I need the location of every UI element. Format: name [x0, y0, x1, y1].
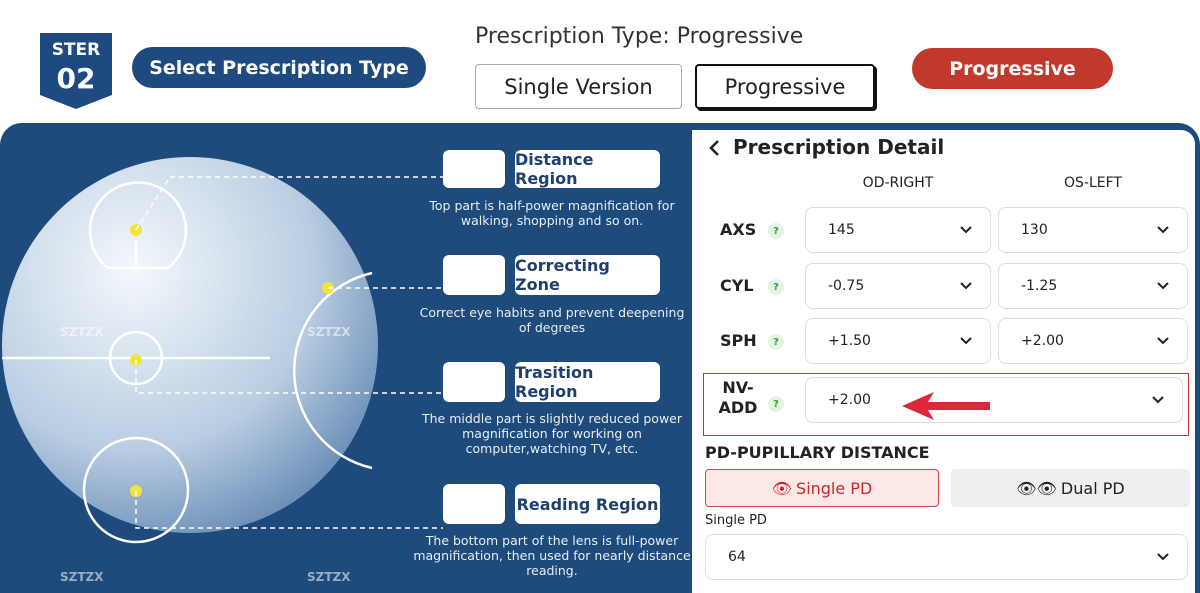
column-header: OD-RIGHT	[862, 175, 934, 191]
back-icon[interactable]	[708, 139, 720, 157]
selected-badge: Progressive	[912, 48, 1113, 89]
step-title: Select Prescription Type	[132, 47, 426, 88]
lens-diagram	[2, 157, 443, 544]
region-title: Trasition Region	[515, 362, 660, 402]
region-title: Distance Region	[515, 150, 660, 188]
region-title: Correcting Zone	[515, 255, 660, 295]
pd-option[interactable]: 👁 Single PD	[705, 469, 939, 507]
field-value: -0.75	[828, 278, 865, 294]
watermark: SZTZX	[60, 325, 104, 339]
field-label: Single PD	[705, 513, 767, 528]
select-field[interactable]: -1.25	[998, 263, 1188, 309]
select-field[interactable]: 145	[805, 207, 991, 253]
form-title: Prescription Detail	[733, 135, 945, 159]
region-description: Correct eye habits and prevent deepening…	[419, 305, 685, 335]
section-title: PD-PUPILLARY DISTANCE	[705, 443, 930, 462]
watermark: SZTZX	[307, 325, 351, 339]
select-field[interactable]: -0.75	[805, 263, 991, 309]
watermark: SZTZX	[60, 570, 104, 584]
field-label: CYL	[720, 276, 754, 295]
highlight-box	[703, 373, 1189, 436]
help-icon[interactable]: ?	[768, 396, 784, 412]
field-value: 64	[728, 549, 746, 565]
prescription-type: Prescription Type: Progressive	[475, 24, 804, 49]
column-header: OS-LEFT	[1064, 175, 1122, 191]
pd-option-label: Single PD	[796, 478, 873, 498]
field-label: SPH	[720, 331, 757, 350]
field-value: +1.50	[828, 333, 871, 349]
field-value: -1.25	[1021, 278, 1058, 294]
step-label: STER	[51, 40, 101, 60]
field-value: +2.00	[1021, 333, 1064, 349]
field-label: NV-ADD	[718, 378, 758, 417]
help-icon[interactable]: ?	[768, 279, 784, 295]
pd-option-label: Dual PD	[1060, 478, 1125, 498]
select-field[interactable]: +1.50	[805, 318, 991, 364]
region-description: The bottom part of the lens is full-powe…	[413, 533, 691, 578]
select-field[interactable]: 64	[705, 534, 1188, 580]
watermark: SZTZX	[307, 570, 351, 584]
field-value: 130	[1021, 222, 1048, 238]
pd-option[interactable]: 👁👁 Dual PD	[951, 469, 1190, 507]
step-number: 02	[56, 62, 96, 95]
step-badge	[40, 33, 112, 109]
region-description: Top part is half-power magnification for…	[429, 198, 675, 228]
field-value: 145	[828, 222, 855, 238]
region-icon	[443, 484, 505, 524]
region-icon	[443, 362, 505, 402]
select-field[interactable]: +2.00	[998, 318, 1188, 364]
select-field[interactable]: 130	[998, 207, 1188, 253]
field-value: +2.00	[828, 392, 871, 408]
option-button[interactable]: Progressive	[695, 64, 875, 109]
region-title: Reading Region	[515, 484, 660, 524]
region-icon	[443, 150, 505, 188]
help-icon[interactable]: ?	[768, 223, 784, 239]
field-label: AXS	[720, 220, 757, 239]
select-field[interactable]: +2.00	[805, 377, 1183, 423]
option-button[interactable]: Single Version	[475, 64, 682, 109]
region-icon	[443, 255, 505, 295]
help-icon[interactable]: ?	[768, 334, 784, 350]
arrow	[902, 392, 990, 420]
region-description: The middle part is slightly reduced powe…	[421, 411, 683, 456]
